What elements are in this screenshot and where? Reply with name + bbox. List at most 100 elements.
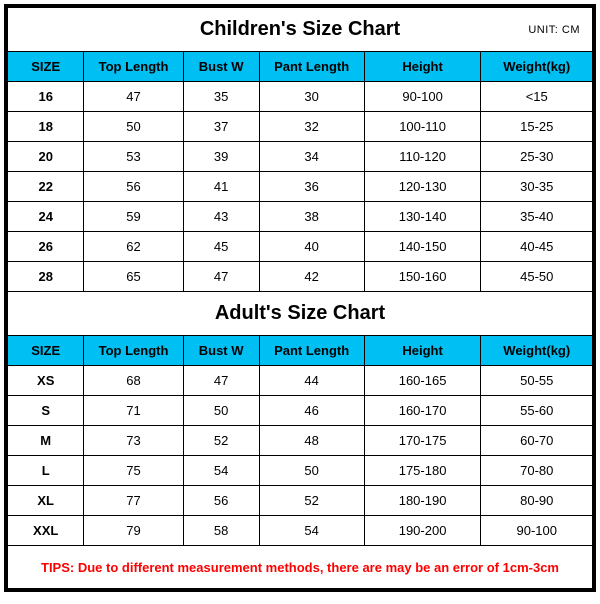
table-cell: 37 [183, 112, 259, 142]
table-row: S715046160-17055-60 [8, 396, 592, 426]
table-cell: 65 [84, 262, 183, 292]
table-cell: 34 [259, 142, 364, 172]
table-cell: 43 [183, 202, 259, 232]
adult-title: Adult's Size Chart [215, 302, 385, 324]
table-cell: 110-120 [364, 142, 481, 172]
table-cell: 54 [183, 456, 259, 486]
table-cell: 50 [183, 396, 259, 426]
table-cell: 42 [259, 262, 364, 292]
table-cell: 56 [84, 172, 183, 202]
column-header: Height [364, 52, 481, 82]
table-row: L755450175-18070-80 [8, 456, 592, 486]
table-cell: L [8, 456, 84, 486]
table-cell: 150-160 [364, 262, 481, 292]
table-cell: 55-60 [481, 396, 592, 426]
table-cell: 35 [183, 82, 259, 112]
table-cell: 25-30 [481, 142, 592, 172]
table-cell: 175-180 [364, 456, 481, 486]
table-cell: 58 [183, 516, 259, 546]
table-row: XXL795854190-20090-100 [8, 516, 592, 546]
table-cell: 20 [8, 142, 84, 172]
column-header: Height [364, 336, 481, 366]
table-cell: S [8, 396, 84, 426]
table-cell: 62 [84, 232, 183, 262]
table-cell: 52 [259, 486, 364, 516]
table-cell: 47 [183, 262, 259, 292]
table-cell: 15-25 [481, 112, 592, 142]
table-cell: 53 [84, 142, 183, 172]
table-cell: 18 [8, 112, 84, 142]
table-cell: 30-35 [481, 172, 592, 202]
table-cell: XS [8, 366, 84, 396]
column-header: Top Length [84, 52, 183, 82]
children-title-bar: Children's Size Chart UNIT: CM [8, 8, 592, 52]
table-cell: 75 [84, 456, 183, 486]
table-cell: 47 [183, 366, 259, 396]
table-cell: 50-55 [481, 366, 592, 396]
table-cell: 60-70 [481, 426, 592, 456]
table-cell: 40 [259, 232, 364, 262]
table-cell: 52 [183, 426, 259, 456]
table-cell: 80-90 [481, 486, 592, 516]
table-row: M735248170-17560-70 [8, 426, 592, 456]
table-cell: XXL [8, 516, 84, 546]
table-cell: 54 [259, 516, 364, 546]
table-row: 28654742150-16045-50 [8, 262, 592, 292]
table-cell: 39 [183, 142, 259, 172]
table-cell: 90-100 [481, 516, 592, 546]
table-cell: 38 [259, 202, 364, 232]
table-row: 22564136120-13030-35 [8, 172, 592, 202]
column-header: Weight(kg) [481, 52, 592, 82]
table-cell: 46 [259, 396, 364, 426]
adult-title-bar: Adult's Size Chart [8, 292, 592, 336]
table-cell: 120-130 [364, 172, 481, 202]
children-size-table: SIZETop LengthBust WPant LengthHeightWei… [8, 52, 592, 292]
column-header: Bust W [183, 336, 259, 366]
table-cell: 45-50 [481, 262, 592, 292]
column-header: SIZE [8, 52, 84, 82]
children-title: Children's Size Chart [200, 18, 400, 40]
table-cell: 79 [84, 516, 183, 546]
column-header: Bust W [183, 52, 259, 82]
table-cell: 45 [183, 232, 259, 262]
table-cell: XL [8, 486, 84, 516]
table-cell: M [8, 426, 84, 456]
table-cell: 130-140 [364, 202, 481, 232]
table-cell: 59 [84, 202, 183, 232]
table-cell: 71 [84, 396, 183, 426]
table-cell: 16 [8, 82, 84, 112]
table-cell: 26 [8, 232, 84, 262]
table-row: 20533934110-12025-30 [8, 142, 592, 172]
table-cell: 100-110 [364, 112, 481, 142]
table-cell: 56 [183, 486, 259, 516]
table-cell: 24 [8, 202, 84, 232]
table-cell: 140-150 [364, 232, 481, 262]
table-cell: 160-170 [364, 396, 481, 426]
column-header: Pant Length [259, 336, 364, 366]
table-cell: 35-40 [481, 202, 592, 232]
table-cell: 70-80 [481, 456, 592, 486]
table-cell: 73 [84, 426, 183, 456]
unit-label: UNIT: CM [528, 24, 580, 36]
table-cell: <15 [481, 82, 592, 112]
table-row: XL775652180-19080-90 [8, 486, 592, 516]
table-cell: 36 [259, 172, 364, 202]
table-cell: 68 [84, 366, 183, 396]
table-cell: 40-45 [481, 232, 592, 262]
table-cell: 22 [8, 172, 84, 202]
table-cell: 50 [259, 456, 364, 486]
table-cell: 170-175 [364, 426, 481, 456]
column-header: Top Length [84, 336, 183, 366]
table-row: 24594338130-14035-40 [8, 202, 592, 232]
table-row: 18503732100-11015-25 [8, 112, 592, 142]
table-cell: 190-200 [364, 516, 481, 546]
column-header: SIZE [8, 336, 84, 366]
table-cell: 50 [84, 112, 183, 142]
column-header: Weight(kg) [481, 336, 592, 366]
table-cell: 180-190 [364, 486, 481, 516]
table-row: XS684744160-16550-55 [8, 366, 592, 396]
table-cell: 160-165 [364, 366, 481, 396]
table-row: 1647353090-100<15 [8, 82, 592, 112]
table-cell: 90-100 [364, 82, 481, 112]
table-cell: 47 [84, 82, 183, 112]
